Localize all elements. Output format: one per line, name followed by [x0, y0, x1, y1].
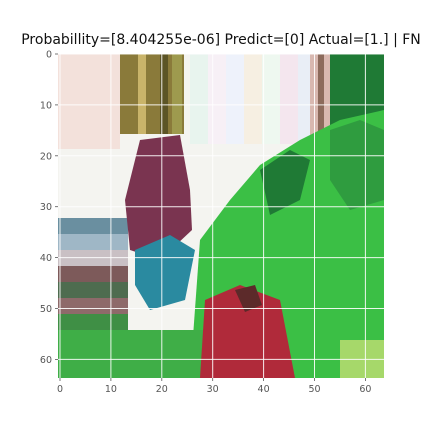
- image-region: [235, 285, 262, 312]
- x-tick-label: 0: [57, 384, 63, 395]
- chart-title: Probabillity=[8.404255e-06] Predict=[0] …: [21, 32, 421, 48]
- image-region: [208, 54, 226, 144]
- y-tick-label: 30: [40, 202, 52, 213]
- y-tick-label: 20: [40, 151, 52, 162]
- image-region: [135, 235, 195, 310]
- image-region: [138, 54, 146, 134]
- image-region: [58, 330, 208, 378]
- image-region: [58, 218, 128, 234]
- x-tick-label: 50: [308, 384, 320, 395]
- x-tick-label: 60: [359, 384, 371, 395]
- x-tick-label: 20: [156, 384, 168, 395]
- y-tick-label: 60: [40, 355, 52, 366]
- image-region: [262, 54, 280, 144]
- axes: 0 10 20 30 40 50 60 0 10 20 30 40 50 60: [40, 50, 372, 396]
- image-region: [58, 314, 128, 330]
- image-region: [280, 54, 298, 144]
- image-region: [58, 54, 120, 149]
- y-tick-label: 10: [40, 100, 52, 111]
- image-region: [125, 135, 192, 260]
- image-region: [244, 54, 262, 144]
- grid-lines: [58, 53, 384, 378]
- x-tick-label: 30: [207, 384, 219, 395]
- y-tick-label: 40: [40, 253, 52, 264]
- x-tick-label: 40: [258, 384, 270, 395]
- x-tick-label: 10: [105, 384, 117, 395]
- image-region: [58, 266, 128, 282]
- image-region: [318, 54, 324, 144]
- y-tick-label: 0: [46, 50, 52, 61]
- y-tick-label: 50: [40, 304, 52, 315]
- image-region: [226, 54, 244, 144]
- image-region: [330, 120, 384, 210]
- image-content: [58, 54, 384, 378]
- image-region: [260, 150, 310, 215]
- image-region: [58, 298, 128, 314]
- image-region: [160, 54, 168, 134]
- image-region: [58, 234, 128, 250]
- image-region: [172, 54, 182, 134]
- image-region: [190, 54, 208, 144]
- image-region: [58, 282, 128, 298]
